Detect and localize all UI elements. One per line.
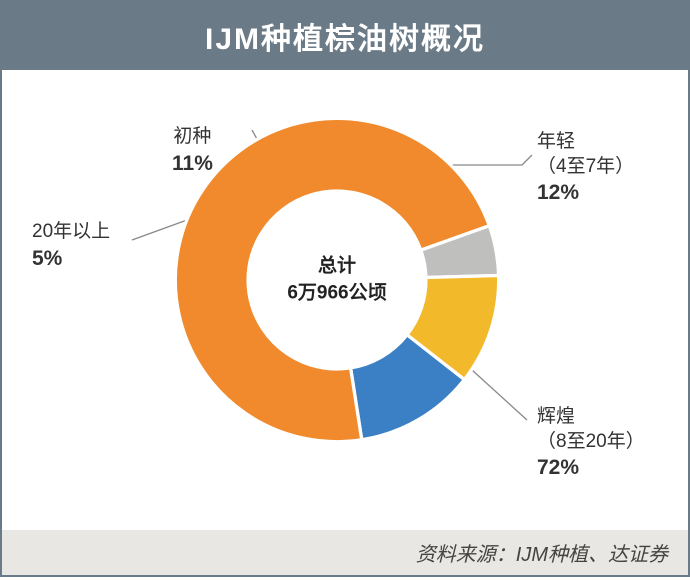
source-bar: 资料来源：IJM种植、达证券: [2, 530, 688, 575]
chart-card: IJM种植棕油树概况 总计 6万966公顷 年轻 （4至7年） 12% 辉煌 （…: [0, 0, 690, 577]
callout-young-sub: （4至7年）: [537, 155, 634, 180]
callout-prime: 辉煌 （8至20年） 72%: [537, 405, 645, 482]
donut-center-label: 总计 6万966公顷: [287, 253, 386, 306]
callout-prime-pct: 72%: [537, 454, 645, 481]
donut-chart: 总计 6万966公顷: [172, 115, 502, 445]
source-text: IJM种植、达证券: [516, 544, 668, 566]
callout-new-label: 初种: [172, 125, 213, 150]
chart-title: IJM种植棕油树概况: [2, 2, 688, 70]
callout-young-pct: 12%: [537, 179, 634, 206]
chart-area: 总计 6万966公顷 年轻 （4至7年） 12% 辉煌 （8至20年） 72% …: [2, 70, 688, 530]
center-line2: 6万966公顷: [287, 280, 386, 307]
callout-old: 20年以上 5%: [32, 220, 110, 272]
callout-prime-label: 辉煌: [537, 405, 645, 430]
source-prefix: 资料来源：: [416, 544, 516, 566]
callout-prime-sub: （8至20年）: [537, 430, 645, 455]
callout-new-pct: 11%: [172, 150, 213, 177]
callout-old-pct: 5%: [32, 245, 110, 272]
callout-young-label: 年轻: [537, 130, 634, 155]
center-line1: 总计: [287, 253, 386, 280]
callout-new: 初种 11%: [172, 125, 213, 177]
callout-old-label: 20年以上: [32, 220, 110, 245]
callout-young: 年轻 （4至7年） 12%: [537, 130, 634, 207]
